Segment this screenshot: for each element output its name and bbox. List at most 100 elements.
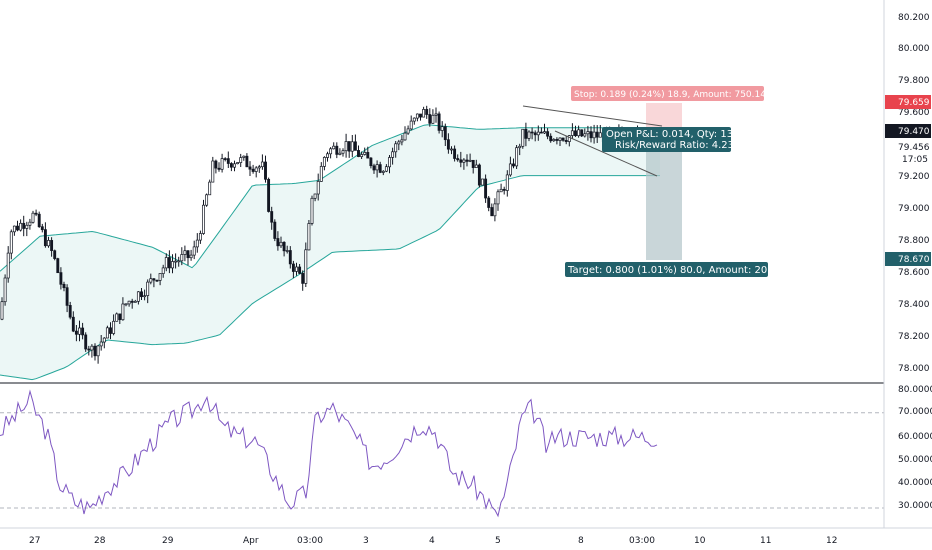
price-tick: 79.200	[898, 172, 930, 182]
target-label-text: Target: 0.800 (1.01%) 80.0, Amount: 2057…	[567, 265, 790, 276]
candle-body	[115, 313, 119, 322]
trendline-segment[interactable]	[554, 130, 658, 177]
candle-body	[446, 139, 450, 150]
candle-body	[245, 155, 249, 168]
candle-body	[391, 151, 395, 158]
candle-body	[456, 158, 460, 161]
candle-body	[229, 163, 233, 168]
rsi-tick: 70.0000	[898, 407, 932, 417]
candle-body	[384, 166, 388, 172]
candle-body	[3, 277, 7, 303]
candle-body	[484, 178, 488, 199]
candle-body	[322, 157, 326, 167]
candle-body	[43, 229, 47, 247]
stop-label-text: Stop: 0.189 (0.24%) 18.9, Amount: 750.14	[574, 90, 766, 100]
target-label	[565, 262, 768, 277]
candle-body	[316, 181, 320, 195]
rsi-tick: 50.0000	[898, 455, 932, 465]
rsi-tick: 30.0000	[898, 501, 932, 511]
candle-body	[96, 345, 100, 357]
candle-body	[595, 131, 599, 138]
candle-body	[136, 291, 140, 302]
candle-body	[295, 266, 298, 272]
candle-body	[214, 160, 218, 169]
candle-body	[536, 131, 540, 136]
candle-body	[84, 334, 88, 350]
candle-body	[37, 213, 41, 228]
candle-body	[335, 145, 339, 155]
candle-body	[477, 164, 481, 186]
candle-body	[81, 327, 85, 336]
candle-body	[353, 141, 357, 151]
candle-body	[428, 114, 432, 124]
candle-body	[133, 300, 137, 303]
candle-body	[555, 139, 559, 141]
candle-body	[273, 221, 277, 239]
candle-body	[223, 158, 227, 160]
candle-body	[186, 250, 190, 259]
candle-body	[34, 212, 38, 215]
candle-body	[220, 158, 224, 170]
time-label: 4	[429, 536, 435, 546]
candle-body	[574, 130, 577, 137]
candle-body	[434, 113, 438, 116]
candle-body	[130, 300, 134, 303]
candle-body	[78, 327, 81, 335]
candle-body	[508, 163, 512, 176]
candle-body	[415, 113, 419, 119]
candle-body	[372, 165, 376, 171]
take-profit-zone[interactable]	[646, 131, 682, 260]
candle-body	[65, 287, 69, 306]
candle-body	[140, 291, 143, 298]
bollinger-band-fill	[0, 124, 660, 380]
candle-body	[205, 194, 209, 206]
candle-body	[543, 131, 546, 134]
candle-body	[412, 117, 416, 122]
candle-body	[521, 128, 525, 147]
candle-body	[307, 223, 311, 251]
time-label: 03:00	[297, 536, 323, 546]
candle-body	[87, 348, 91, 351]
price-tick: 80.000	[898, 44, 930, 54]
stop-price-text: 79.659	[898, 98, 930, 108]
price-tick: 79.000	[898, 204, 930, 214]
candle-body	[344, 141, 348, 152]
candle-body	[381, 170, 385, 173]
candle-body	[326, 153, 329, 158]
candle-body	[177, 260, 181, 263]
candle-body	[158, 273, 162, 281]
time-label: 28	[94, 536, 106, 546]
stop-loss-zone[interactable]	[646, 103, 682, 129]
price-tick: 78.000	[898, 364, 930, 374]
candle-body	[388, 157, 391, 168]
current-price-text: 79.470	[898, 127, 930, 137]
candle-body	[350, 141, 354, 152]
target-price-tag	[885, 252, 931, 266]
price-tick: 78.800	[898, 236, 930, 246]
time-axis[interactable]	[0, 528, 932, 550]
candle-body	[437, 113, 441, 131]
time-label: 12	[826, 536, 837, 546]
trendline[interactable]	[522, 105, 663, 127]
candle-body	[298, 266, 302, 274]
time-label: 8	[578, 536, 584, 546]
candle-body	[592, 131, 596, 139]
candle-body	[375, 164, 379, 171]
candle-body	[285, 250, 289, 252]
candle-body	[62, 283, 66, 289]
candle-body	[589, 131, 593, 139]
candle-body	[431, 114, 435, 124]
candle-body	[254, 167, 258, 172]
time-label: 27	[29, 536, 40, 546]
candle-body	[304, 249, 308, 284]
candle-body	[524, 128, 528, 139]
candle-body	[515, 147, 519, 167]
candle-body	[174, 260, 178, 263]
stop-price-tag	[885, 95, 931, 109]
rsi-pane[interactable]	[0, 384, 884, 528]
candle-body	[465, 159, 469, 162]
candle-body	[242, 155, 246, 158]
candle-body	[518, 145, 522, 149]
candle-body	[378, 164, 382, 173]
